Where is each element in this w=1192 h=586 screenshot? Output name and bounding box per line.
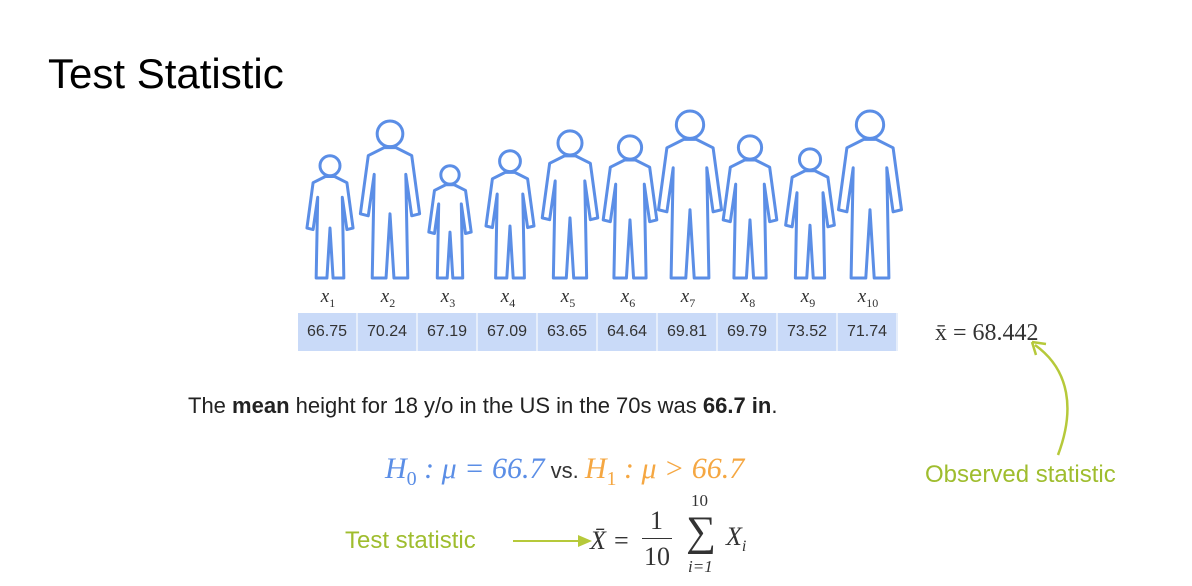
statement-text: . (771, 393, 778, 418)
variable-label: x2 (380, 286, 396, 310)
people-illustration (305, 109, 903, 280)
variable-label: x3 (440, 286, 456, 310)
statement-text: height for 18 y/o in the US in the 70s w… (289, 393, 703, 418)
statement-value: 66.7 in (702, 393, 772, 418)
value-cell: 67.09 (478, 313, 538, 351)
person-icon (540, 129, 600, 280)
observed-arrow-icon (1034, 343, 1069, 456)
fraction-denominator: 10 (644, 542, 670, 571)
person-icon (484, 149, 536, 280)
variable-label: x7 (680, 286, 696, 310)
person-icon (601, 134, 659, 280)
variable-label: x9 (800, 286, 816, 310)
variable-label: x4 (500, 286, 516, 310)
test-statistic-label: Test statistic (345, 527, 476, 554)
sample-values-table: 66.75 70.24 67.19 67.09 63.65 64.64 69.81 69.79… (298, 313, 898, 351)
person-icon (305, 154, 355, 280)
variable-label: x1 (320, 286, 336, 310)
sigma-icon: ∑ (686, 509, 716, 555)
fraction-numerator: 1 (650, 506, 663, 535)
statement: The mean height for 18 y/o in the US in … (188, 393, 777, 419)
person-icon (358, 119, 422, 280)
statement-mean: mean (232, 393, 290, 418)
term: X (726, 522, 742, 551)
alt-hypothesis: H1 : μ > 66.7 (584, 452, 745, 490)
sum-lower: i=1 (688, 557, 713, 576)
null-hypothesis: H0 : μ = 66.7 (385, 452, 545, 490)
person-icon (427, 164, 473, 280)
value-cell: 63.65 (538, 313, 598, 351)
value-cell: 71.74 (838, 313, 898, 351)
sample-mean: x̄ = 68.442 (935, 320, 1039, 346)
person-icon (784, 147, 836, 280)
hypotheses: H0 : μ = 66.7 vs. H1 : μ > 66.7 (385, 452, 744, 491)
vs-text: vs. (544, 458, 585, 483)
xbar-symbol: X̄ = (590, 526, 630, 555)
value-cell: 66.75 (298, 313, 358, 351)
person-icon (837, 109, 903, 280)
value-cell: 69.79 (718, 313, 778, 351)
statement-text: The (188, 393, 233, 418)
variable-label: x8 (740, 286, 756, 310)
variable-label: x10 (857, 286, 879, 310)
value-cell: 70.24 (358, 313, 418, 351)
person-icon (721, 134, 779, 280)
value-cell: 69.81 (658, 313, 718, 351)
sum-upper: 10 (691, 491, 708, 510)
person-icon (657, 109, 723, 280)
value-cell: 73.52 (778, 313, 838, 351)
variable-label: x6 (620, 286, 636, 310)
value-cell: 64.64 (598, 313, 658, 351)
value-cell: 67.19 (418, 313, 478, 351)
variable-label: x5 (560, 286, 576, 310)
slide-title: Test Statistic (48, 50, 284, 97)
observed-statistic-label: Observed statistic (925, 461, 1116, 488)
